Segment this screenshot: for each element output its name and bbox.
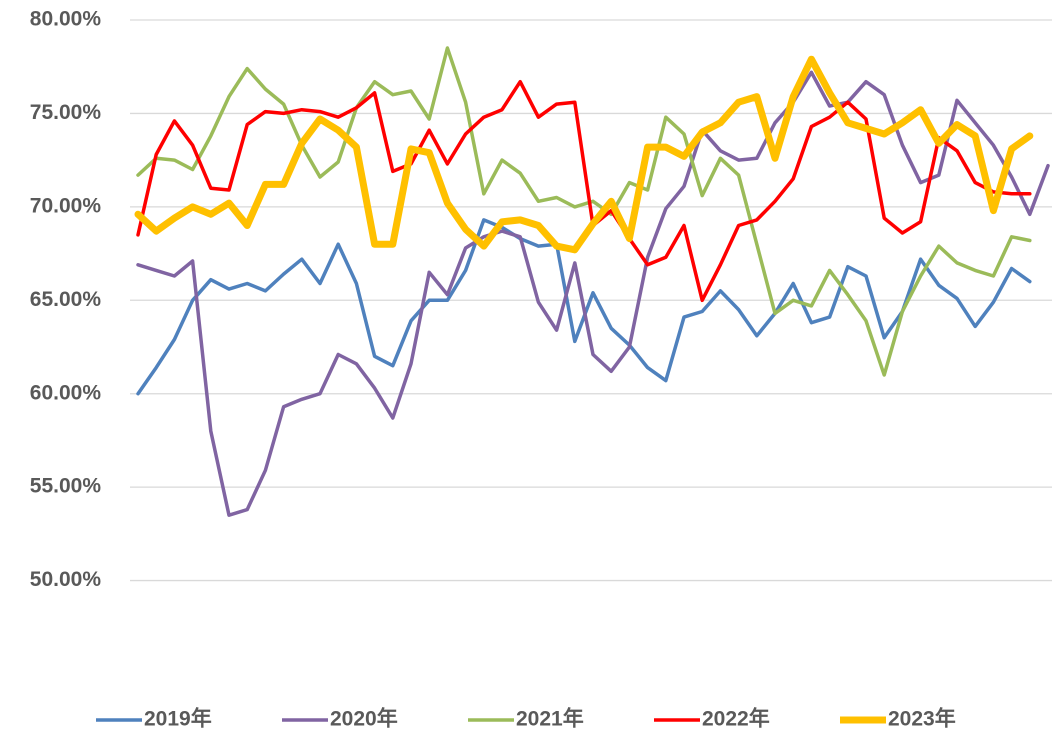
legend-label: 2021年 [516, 707, 584, 731]
y-tick-label: 80.00% [30, 8, 102, 31]
y-tick-label: 55.00% [30, 475, 102, 498]
series-line [134, 55, 1034, 254]
series-line [136, 79, 1032, 303]
legend-label: 2023年 [888, 707, 956, 731]
legend-label: 2019年 [144, 707, 212, 731]
legend-label: 2020年 [330, 707, 398, 731]
y-tick-label: 65.00% [30, 288, 102, 311]
legend-label: 2022年 [702, 707, 770, 731]
y-tick-label: 60.00% [30, 381, 102, 404]
y-tick-label: 70.00% [30, 194, 102, 217]
y-tick-label: 75.00% [30, 101, 102, 124]
series-line [136, 46, 1032, 377]
y-tick-label: 50.00% [30, 568, 102, 591]
